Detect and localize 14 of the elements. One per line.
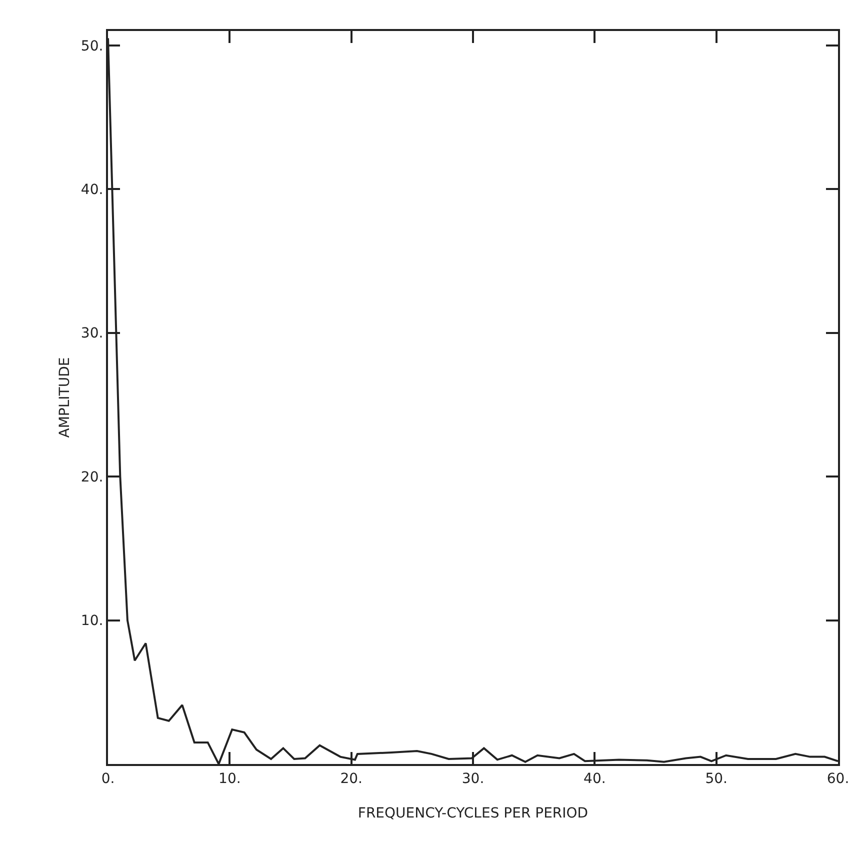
x-tick-label: 50. xyxy=(705,770,728,787)
x-tick-label: 30. xyxy=(462,770,484,787)
x-tick-label: 60. xyxy=(826,770,850,787)
x-tick-label: 10. xyxy=(218,770,241,787)
y-tick-label: 50. xyxy=(80,38,104,54)
y-tick-label: 30. xyxy=(80,326,104,342)
y-tick-label: 10. xyxy=(80,613,104,630)
y-tick-label: 40. xyxy=(80,182,104,198)
y-axis-title: AMPLITUDE xyxy=(57,357,74,438)
x-tick-label: 40. xyxy=(584,770,606,787)
y-tick-label: 20. xyxy=(80,469,104,486)
x-axis-title: FREQUENCY-CYCLES PER PERIOD xyxy=(358,806,588,822)
x-tick-label: 0. xyxy=(101,770,115,787)
x-tick-label: 20. xyxy=(340,770,362,787)
